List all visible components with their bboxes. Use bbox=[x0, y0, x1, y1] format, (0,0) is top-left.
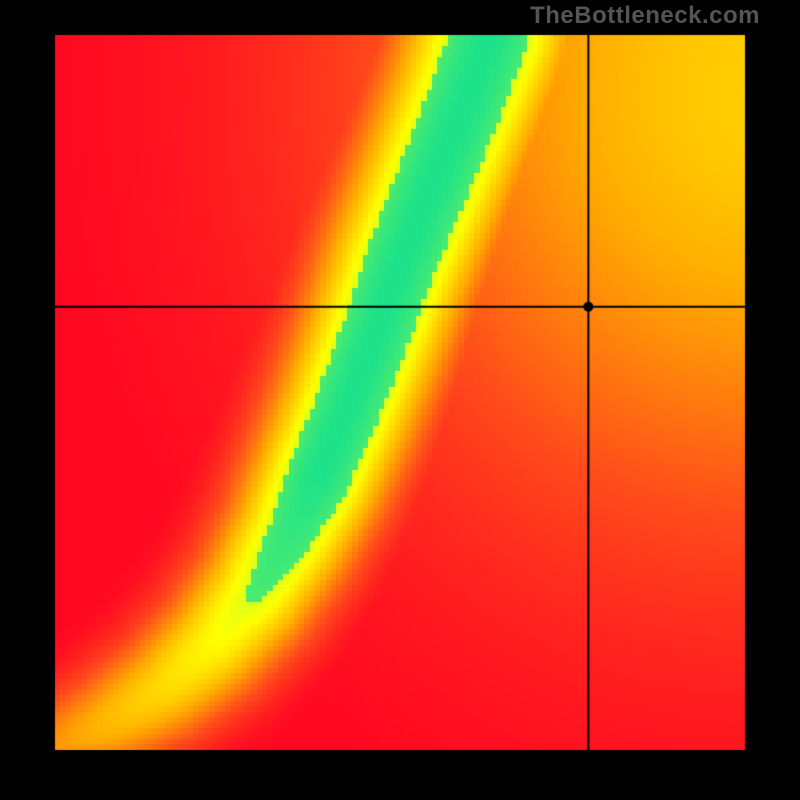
watermark-text: TheBottleneck.com bbox=[530, 2, 760, 30]
heatmap-canvas bbox=[0, 0, 800, 800]
chart-container: TheBottleneck.com bbox=[0, 0, 800, 800]
